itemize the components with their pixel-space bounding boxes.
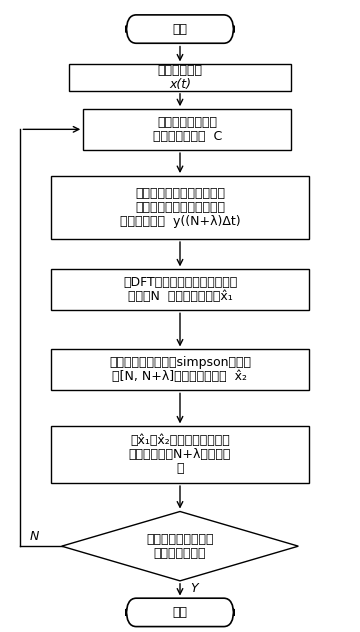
Text: 计算当前采样点时: 计算当前采样点时 (157, 116, 217, 129)
FancyBboxPatch shape (126, 599, 234, 626)
Text: 结束: 结束 (172, 606, 188, 619)
FancyBboxPatch shape (126, 15, 234, 43)
Text: 用数值积分方法中的simpson公式计: 用数值积分方法中的simpson公式计 (109, 356, 251, 369)
Text: 刻的数据窗长度  C: 刻的数据窗长度 C (153, 130, 222, 143)
Text: 是否完成所有采样点: 是否完成所有采样点 (146, 533, 214, 546)
Bar (51, 349, 309, 390)
Text: 时刻的采样值  y((N+λ)Δt): 时刻的采样值 y((N+λ)Δt) (120, 215, 240, 228)
Text: 为整数N  部分的同步相量x̂₁: 为整数N 部分的同步相量x̂₁ (128, 290, 232, 303)
Text: 量: 量 (176, 462, 184, 475)
Text: 开始: 开始 (172, 23, 188, 35)
Text: x(t): x(t) (169, 78, 191, 91)
Text: 算[N, N+λ]部分的同步相量  x̂₂: 算[N, N+λ]部分的同步相量 x̂₂ (112, 370, 248, 383)
Text: N: N (30, 530, 40, 544)
Text: 值，获得非基频整数倍采样: 值，获得非基频整数倍采样 (135, 201, 225, 214)
Bar (69, 64, 291, 91)
Text: 数据窗长度为N+λ的同步相: 数据窗长度为N+λ的同步相 (129, 448, 231, 461)
Text: 的同步相量测量: 的同步相量测量 (154, 547, 206, 559)
Bar (51, 269, 309, 310)
Bar (51, 427, 309, 483)
Text: 将x̂₁和x̂₂两部分相加，获得: 将x̂₁和x̂₂两部分相加，获得 (130, 434, 230, 447)
Polygon shape (62, 511, 298, 581)
Text: 给定电力信号: 给定电力信号 (158, 64, 202, 77)
Text: Y: Y (190, 582, 198, 595)
Text: 利用三次样条插值调整采样: 利用三次样条插值调整采样 (135, 187, 225, 200)
Text: 用DFT公式间接计算数据窗长度: 用DFT公式间接计算数据窗长度 (123, 276, 237, 289)
Bar (83, 109, 291, 150)
Bar (51, 176, 309, 239)
